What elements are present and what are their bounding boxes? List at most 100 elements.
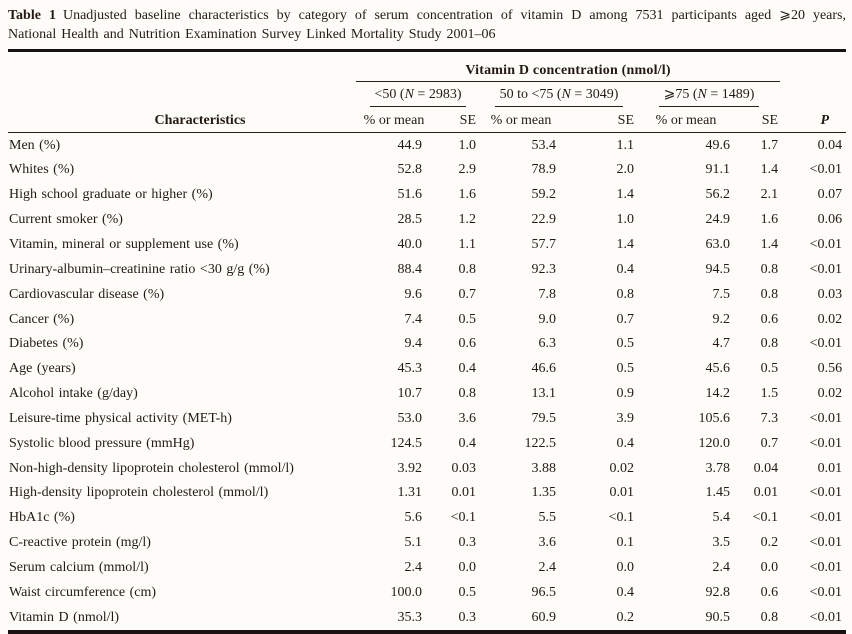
value-cell: 3.6 <box>458 410 477 426</box>
n-symbol: N <box>697 87 707 103</box>
characteristic-label: Serum calcium (mmol/l) <box>9 559 149 575</box>
value-cell: 3.88 <box>531 460 557 476</box>
value-cell: 1.4 <box>760 236 779 252</box>
value-cell: <0.01 <box>809 485 843 501</box>
value-cell: <0.01 <box>809 410 843 426</box>
table-row: High school graduate or higher (%) 51.6 1.… <box>8 183 846 208</box>
value-cell: 0.02 <box>817 386 843 402</box>
value-cell: <0.1 <box>608 510 634 526</box>
characteristic-label: Waist circumference (cm) <box>9 584 157 600</box>
group-header-lt50-label: <50 (N = 2983) <box>369 87 467 108</box>
value-cell: 0.0 <box>616 559 635 575</box>
value-cell: 0.2 <box>760 535 779 551</box>
value-cell: 60.9 <box>531 609 557 625</box>
characteristic-label: Whites (%) <box>9 162 75 178</box>
value-cell: 1.4 <box>616 236 635 252</box>
characteristic-label: Vitamin D (nmol/l) <box>9 609 120 625</box>
value-cell: <0.01 <box>809 559 843 575</box>
characteristics-header: Characteristics <box>8 107 356 134</box>
value-cell: 88.4 <box>397 261 423 277</box>
value-cell: 0.4 <box>616 435 635 451</box>
value-cell: 1.6 <box>458 187 477 203</box>
value-cell: 0.07 <box>817 187 843 203</box>
value-cell: 5.5 <box>538 510 557 526</box>
value-cell: 2.9 <box>458 162 477 178</box>
value-cell: 1.4 <box>616 187 635 203</box>
value-cell: 56.2 <box>705 187 731 203</box>
value-cell: 4.7 <box>712 336 731 352</box>
value-cell: 3.78 <box>705 460 731 476</box>
value-cell: 120.0 <box>698 435 731 451</box>
value-cell: <0.01 <box>809 510 843 526</box>
value-cell: 59.2 <box>531 187 557 203</box>
table-row: Current smoker (%) 28.5 1.2 22.9 1.0 24.9 1.6 0… <box>8 208 846 233</box>
value-cell: 0.3 <box>458 535 477 551</box>
table-row: Diabetes (%) 9.4 0.6 6.3 0.5 4.7 0.8 <0.01 <box>8 332 846 357</box>
value-cell: 53.0 <box>397 410 423 426</box>
value-cell: 1.6 <box>760 212 779 228</box>
group-header-gte75-label: ⩾75 (N = 1489) <box>658 86 760 108</box>
value-cell: 0.02 <box>609 460 635 476</box>
value-cell: 49.6 <box>705 137 731 153</box>
characteristic-label: High school graduate or higher (%) <box>9 187 213 203</box>
group-n-value: = 2983) <box>413 87 462 103</box>
value-cell: <0.01 <box>809 336 843 352</box>
characteristic-label: Vitamin, mineral or supplement use (%) <box>9 236 239 252</box>
value-cell: 9.2 <box>712 311 731 327</box>
value-cell: 0.8 <box>760 336 779 352</box>
value-cell: 0.4 <box>616 261 635 277</box>
table-row: Cardiovascular disease (%) 9.6 0.7 7.8 0.8 7.… <box>8 282 846 307</box>
value-cell: 0.8 <box>760 286 779 302</box>
value-cell: 92.8 <box>705 584 731 600</box>
table-row: Alcohol intake (g/day) 10.7 0.8 13.1 0.9 14.2… <box>8 382 846 407</box>
value-cell: 0.5 <box>458 584 477 600</box>
value-cell: 24.9 <box>705 212 731 228</box>
group-header-lt50: <50 (N = 2983) <box>356 82 480 108</box>
span-header-row: Vitamin D concentration (nmol/l) <box>8 50 846 83</box>
value-cell: 7.5 <box>712 286 731 302</box>
value-cell: 53.4 <box>531 137 557 153</box>
value-cell: 1.1 <box>458 236 477 252</box>
value-cell: 0.8 <box>760 261 779 277</box>
table-row: Cancer (%) 7.4 0.5 9.0 0.7 9.2 0.6 0.02 <box>8 307 846 332</box>
characteristic-label: HbA1c (%) <box>9 510 75 526</box>
characteristic-label: Diabetes (%) <box>9 336 84 352</box>
value-cell: <0.1 <box>752 510 779 526</box>
characteristic-label: Systolic blood pressure (mmHg) <box>9 435 195 451</box>
value-cell: 7.3 <box>760 410 779 426</box>
group-range: <50 ( <box>374 87 405 103</box>
value-cell: 0.01 <box>817 460 843 476</box>
value-cell: 5.6 <box>404 510 423 526</box>
value-cell: 13.1 <box>531 386 557 402</box>
p-value-header: P <box>780 107 847 134</box>
value-cell: 0.7 <box>616 311 635 327</box>
n-symbol: N <box>561 87 571 103</box>
value-cell: 100.0 <box>390 584 423 600</box>
characteristic-label: Leisure-time physical activity (MET-h) <box>9 410 232 426</box>
value-cell: 3.92 <box>397 460 423 476</box>
n-symbol: N <box>404 87 414 103</box>
value-cell: 9.6 <box>404 286 423 302</box>
value-cell: 0.4 <box>616 584 635 600</box>
characteristic-label: Men (%) <box>9 137 61 153</box>
se-header-group3: SE <box>734 107 781 134</box>
value-cell: 7.4 <box>404 311 423 327</box>
value-cell: 78.9 <box>531 162 557 178</box>
group-n-value: = 3049) <box>570 87 619 103</box>
value-cell: 46.6 <box>531 361 557 377</box>
vitamin-d-concentration-header: Vitamin D concentration (nmol/l) <box>356 50 781 83</box>
characteristic-label: Age (years) <box>9 361 76 377</box>
value-cell: 0.8 <box>458 386 477 402</box>
value-cell: 3.9 <box>616 410 635 426</box>
empty-cell <box>780 82 846 108</box>
value-cell: 57.7 <box>531 236 557 252</box>
value-cell: 2.0 <box>616 162 635 178</box>
table-row: Non-high-density lipoprotein cholesterol… <box>8 456 846 481</box>
value-cell: <0.01 <box>809 236 843 252</box>
value-cell: 3.5 <box>712 535 731 551</box>
group-n-value: = 1489) <box>706 87 755 103</box>
table-caption-label: Table 1 <box>8 8 56 23</box>
value-cell: 0.0 <box>760 559 779 575</box>
value-cell: 0.2 <box>616 609 635 625</box>
value-cell: 28.5 <box>397 212 423 228</box>
